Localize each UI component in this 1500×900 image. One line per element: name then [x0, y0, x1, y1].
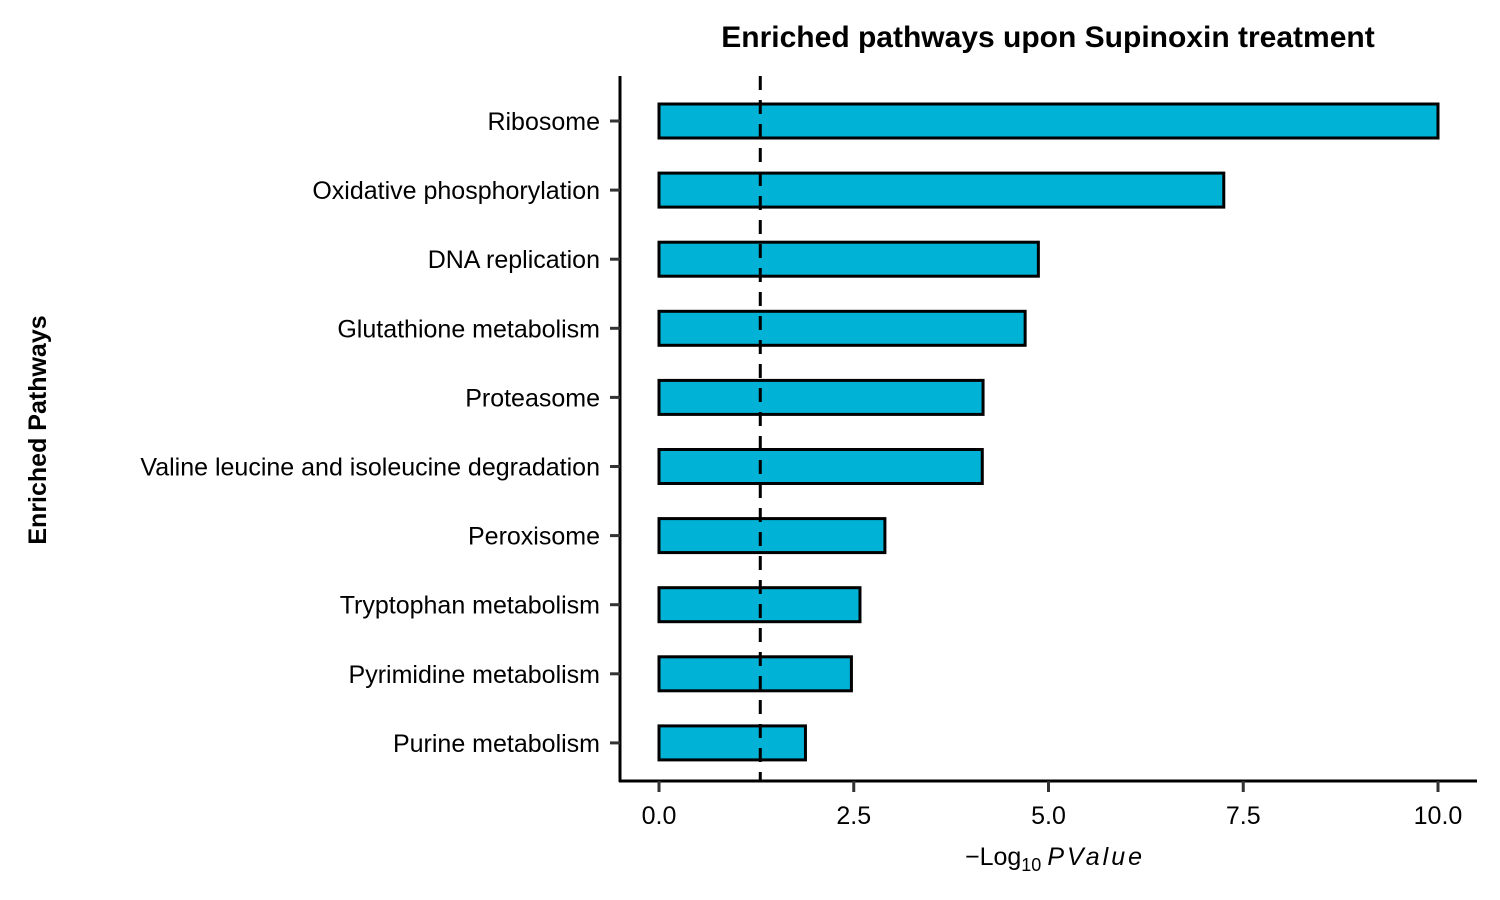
bar	[657, 724, 807, 762]
category-label: Tryptophan metabolism	[340, 592, 600, 620]
bar	[657, 517, 887, 555]
x-tick-label: 0.0	[642, 802, 677, 830]
category-label: Peroxisome	[468, 523, 600, 551]
x-tick-label: 10.0	[1414, 802, 1463, 830]
bar	[657, 240, 1040, 278]
category-label: Proteasome	[465, 384, 600, 412]
chart-title: Enriched pathways upon Supinoxin treatme…	[721, 21, 1374, 54]
bar	[657, 102, 1440, 140]
category-label: Glutathione metabolism	[337, 315, 600, 343]
x-axis-title-subscript: 10	[1021, 855, 1041, 875]
category-label: Ribosome	[487, 108, 600, 136]
y-axis-title: Enriched Pathways	[24, 315, 52, 544]
bar	[657, 655, 853, 693]
bar	[657, 378, 985, 416]
bars-group	[657, 102, 1440, 762]
category-label: Oxidative phosphorylation	[312, 177, 600, 205]
x-ticks-group: 0.0 2.5 5.0 7.5 10.0	[642, 781, 1463, 830]
x-axis-title-prefix: −Log	[965, 843, 1021, 871]
category-label: DNA replication	[428, 246, 600, 274]
x-tick-label: 5.0	[1031, 802, 1066, 830]
y-ticks-group: Ribosome Oxidative phosphorylation DNA rep…	[140, 108, 620, 758]
bar	[657, 309, 1027, 347]
x-axis-title: −Log10 PValue	[965, 843, 1145, 875]
category-label: Valine leucine and isoleucine degradatio…	[140, 454, 600, 482]
x-axis-title-suffix: PValue	[1047, 843, 1145, 871]
bar	[657, 171, 1226, 209]
category-label: Purine metabolism	[393, 730, 600, 758]
category-label: Pyrimidine metabolism	[349, 661, 600, 689]
bar	[657, 448, 984, 485]
x-tick-label: 2.5	[836, 802, 871, 830]
x-tick-label: 7.5	[1226, 802, 1261, 830]
